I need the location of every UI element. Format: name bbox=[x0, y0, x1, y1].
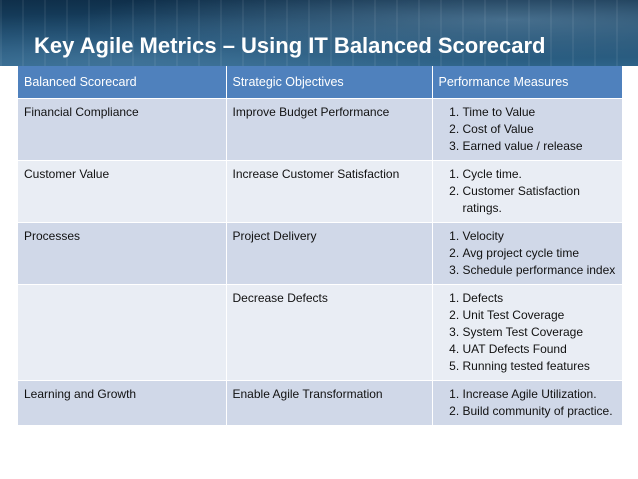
measure-item: Customer Satisfaction ratings. bbox=[463, 183, 617, 217]
measures-cell: Velocity Avg project cycle time Schedule… bbox=[432, 222, 622, 285]
measure-item: Time to Value bbox=[463, 104, 617, 121]
measures-list: Time to Value Cost of Value Earned value… bbox=[439, 104, 617, 155]
measure-item: Build community of practice. bbox=[463, 403, 617, 420]
table-row: Customer Value Increase Customer Satisfa… bbox=[18, 160, 622, 223]
measures-cell: Cycle time. Customer Satisfaction rating… bbox=[432, 160, 622, 223]
measures-list: Increase Agile Utilization. Build commun… bbox=[439, 386, 617, 420]
objective-cell: Increase Customer Satisfaction bbox=[226, 160, 433, 223]
measure-item: Velocity bbox=[463, 228, 617, 245]
measures-cell: Time to Value Cost of Value Earned value… bbox=[432, 98, 622, 161]
measure-item: Avg project cycle time bbox=[463, 245, 617, 262]
scorecard-cell: Learning and Growth bbox=[18, 380, 227, 425]
objective-cell: Enable Agile Transformation bbox=[226, 380, 433, 425]
scorecard-cell: Processes bbox=[18, 222, 227, 285]
measure-item: Running tested features bbox=[463, 358, 617, 375]
measures-list: Velocity Avg project cycle time Schedule… bbox=[439, 228, 617, 279]
objective-cell: Improve Budget Performance bbox=[226, 98, 433, 161]
scorecard-cell: Customer Value bbox=[18, 160, 227, 223]
measure-item: UAT Defects Found bbox=[463, 341, 617, 358]
scorecard-cell: Financial Compliance bbox=[18, 98, 227, 161]
header-balanced-scorecard: Balanced Scorecard bbox=[18, 66, 227, 99]
measure-item: Cost of Value bbox=[463, 121, 617, 138]
scorecard-table: Balanced Scorecard Strategic Objectives … bbox=[18, 66, 622, 425]
table-row: Decrease Defects Defects Unit Test Cover… bbox=[18, 284, 622, 381]
measure-item: Increase Agile Utilization. bbox=[463, 386, 617, 403]
measures-cell: Increase Agile Utilization. Build commun… bbox=[432, 380, 622, 425]
table-row: Financial Compliance Improve Budget Perf… bbox=[18, 98, 622, 161]
measure-item: Defects bbox=[463, 290, 617, 307]
measure-item: Cycle time. bbox=[463, 166, 617, 183]
scorecard-cell bbox=[18, 284, 227, 381]
header-strategic-objectives: Strategic Objectives bbox=[226, 66, 433, 99]
slide-title: Key Agile Metrics – Using IT Balanced Sc… bbox=[34, 33, 546, 58]
measure-item: Earned value / release bbox=[463, 138, 617, 155]
banner-texture bbox=[0, 0, 638, 66]
measure-item: Unit Test Coverage bbox=[463, 307, 617, 324]
title-banner: Key Agile Metrics – Using IT Balanced Sc… bbox=[0, 0, 638, 66]
table-header-row: Balanced Scorecard Strategic Objectives … bbox=[18, 66, 622, 99]
measures-list: Defects Unit Test Coverage System Test C… bbox=[439, 290, 617, 375]
objective-cell: Project Delivery bbox=[226, 222, 433, 285]
table-row: Learning and Growth Enable Agile Transfo… bbox=[18, 380, 622, 425]
objective-cell: Decrease Defects bbox=[226, 284, 433, 381]
table-row: Processes Project Delivery Velocity Avg … bbox=[18, 222, 622, 285]
measures-list: Cycle time. Customer Satisfaction rating… bbox=[439, 166, 617, 217]
measure-item: Schedule performance index bbox=[463, 262, 617, 279]
header-performance-measures: Performance Measures bbox=[432, 66, 622, 99]
measure-item: System Test Coverage bbox=[463, 324, 617, 341]
measures-cell: Defects Unit Test Coverage System Test C… bbox=[432, 284, 622, 381]
